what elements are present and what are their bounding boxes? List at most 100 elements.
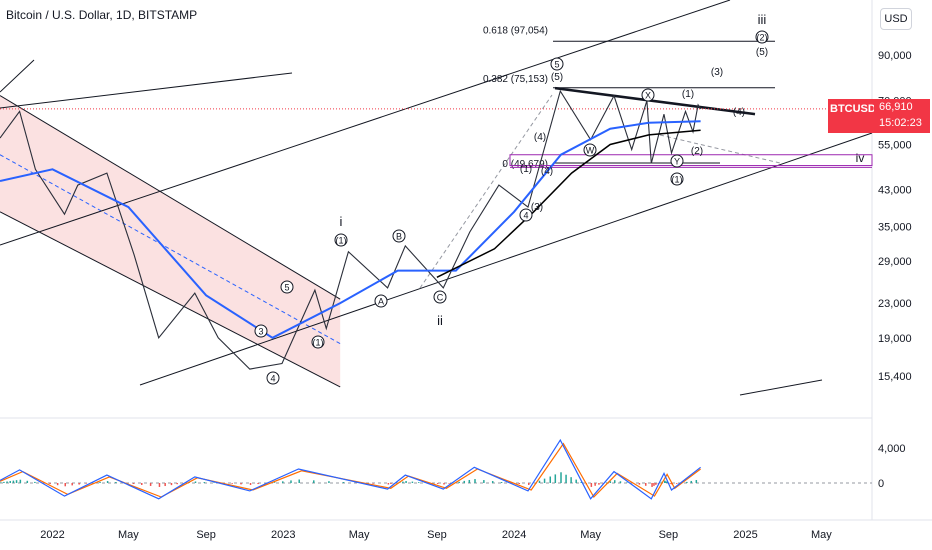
- wave-label-3-a-circle: [280, 280, 294, 294]
- wave-label-ii: ii: [437, 313, 443, 328]
- wave-label-3-b-circle: [550, 57, 564, 71]
- wave-label-2-b: 4: [523, 211, 528, 221]
- oscillator-histogram-bar: [176, 483, 178, 485]
- oscillator-histogram-bar: [458, 481, 460, 483]
- x-tick-label: 2023: [271, 529, 295, 541]
- oscillator-histogram-bar: [203, 482, 206, 483]
- channel-lower-line: [0, 211, 341, 388]
- oscillator-histogram-bar: [543, 478, 546, 483]
- oscillator-histogram-bar: [570, 477, 572, 483]
- oscillator-histogram-bar: [500, 482, 503, 483]
- early-steep-line: [0, 59, 35, 93]
- oscillator-histogram-bar: [298, 479, 300, 483]
- oscillator-histogram-bar: [99, 481, 101, 483]
- wave-label-3-b: 5: [554, 60, 559, 70]
- oscillator-histogram-bar: [695, 480, 698, 483]
- oscillator-histogram-bar: [158, 483, 161, 487]
- wave-label-5-c: (2): [757, 33, 768, 43]
- wave-label-i: i: [340, 214, 343, 229]
- lower-trend-channel-line: [139, 132, 873, 386]
- oscillator-histogram-bar: [670, 483, 672, 485]
- ma-slow-series: [436, 129, 701, 278]
- chart-title: Bitcoin / U.S. Dollar, 1D, BITSTAMP: [6, 8, 198, 22]
- price-axis-panel: [872, 0, 932, 550]
- oscillator-histogram-bar: [342, 482, 345, 483]
- oscillator-histogram-bar: [686, 481, 688, 483]
- oscillator-histogram-bar: [549, 476, 552, 483]
- oscillator-histogram-bar: [663, 480, 666, 483]
- oscillator-histogram-bar: [290, 480, 292, 483]
- oscillator-histogram-bar: [538, 480, 541, 483]
- oscillator-histogram-bar: [249, 483, 252, 485]
- early-trend-line: [0, 72, 293, 109]
- y-tick-label: 23,000: [878, 298, 912, 310]
- channel-upper-line: [0, 95, 341, 300]
- wave-label-B-circle: [392, 229, 406, 243]
- oscillator-histogram-bar: [9, 481, 11, 483]
- oscillator-histogram-bar: [411, 481, 414, 483]
- x-tick-label: 2024: [502, 529, 526, 541]
- y-tick-label: 43,000: [878, 184, 912, 196]
- oscillator-histogram-bar: [257, 483, 259, 485]
- oscillator-histogram-bar: [483, 480, 485, 483]
- oscillator-histogram-bar: [49, 483, 51, 485]
- oscillator-histogram-bar: [3, 481, 5, 483]
- fib-0.618-label: 0.618 (97,054): [483, 25, 548, 36]
- y-tick-label: 90,000: [878, 50, 912, 62]
- oscillator-histogram-bar: [387, 483, 390, 485]
- oscillator-histogram-bar: [609, 481, 612, 483]
- oscillator-histogram-bar: [170, 483, 173, 486]
- x-tick-label: May: [811, 529, 832, 541]
- wave-label-2-b-circle: [519, 208, 533, 222]
- symbol-label: BTCUSD: [830, 103, 876, 115]
- y-tick-label: 15,400: [878, 371, 912, 383]
- last-price-tag: 66,910 15:02:23: [874, 99, 930, 133]
- oscillator-histogram-bar: [474, 479, 476, 483]
- x-tick-label: Sep: [659, 529, 679, 541]
- oscillator-histogram-bar: [417, 482, 420, 483]
- currency-selector[interactable]: USD: [880, 8, 912, 30]
- wave-label-iv: iv: [856, 151, 865, 165]
- bottom-right-line: [739, 379, 823, 396]
- x-tick-label: May: [580, 529, 601, 541]
- x-tick-label: 2022: [40, 529, 64, 541]
- wave-label-5-c-circle: [755, 30, 769, 44]
- oscillator-fast-series: [0, 438, 701, 500]
- oscillator-histogram-bar: [19, 479, 22, 483]
- wave-label-Y-circle: [670, 154, 684, 168]
- wave-label-paren-4-c: (4): [733, 107, 745, 118]
- oscillator-histogram-bar: [554, 474, 557, 483]
- wave-label-paren-2-b: (3): [531, 202, 543, 213]
- wave-label-X-circle: [641, 88, 655, 102]
- oscillator-histogram-bar: [372, 483, 374, 484]
- oscillator-histogram-bar: [653, 483, 655, 486]
- oscillator-histogram-bar: [448, 483, 450, 484]
- wave-label-paren-4-b: (4): [541, 166, 553, 177]
- last-price: 66,910: [879, 101, 913, 113]
- y-tick-label: 35,000: [878, 222, 912, 234]
- oscillator-histogram-bar: [34, 481, 36, 483]
- oscillator-histogram-bar: [443, 483, 445, 485]
- oscillator-histogram-bar: [390, 483, 392, 484]
- osc-y-tick-label: 0: [878, 478, 884, 490]
- oscillator-histogram-bar: [194, 481, 197, 483]
- channel-mid-line: [0, 154, 341, 345]
- oscillator-histogram-bar: [598, 483, 600, 485]
- oscillator-histogram-bar: [666, 481, 668, 483]
- oscillator-histogram-bar: [12, 480, 15, 483]
- wave-label-paren-1-c: (1): [682, 89, 694, 100]
- oscillator-histogram-bar: [590, 483, 593, 487]
- oscillator-slow-series: [0, 442, 701, 498]
- oscillator-histogram-bar: [528, 483, 530, 485]
- wave-label-3-a: 5: [284, 283, 289, 293]
- wave-label-C: C: [437, 293, 444, 303]
- oscillator-histogram-bar: [560, 472, 562, 483]
- oscillator-histogram-bar: [328, 481, 330, 483]
- oscillator-histogram-bar: [651, 483, 653, 487]
- osc-y-tick-label: 4,000: [878, 443, 906, 455]
- wave-label-4-a-circle: [311, 335, 325, 349]
- oscillator-histogram-bar: [565, 474, 567, 483]
- wave-label-4-b-circle: [670, 172, 684, 186]
- wave-label-W: W: [586, 146, 595, 156]
